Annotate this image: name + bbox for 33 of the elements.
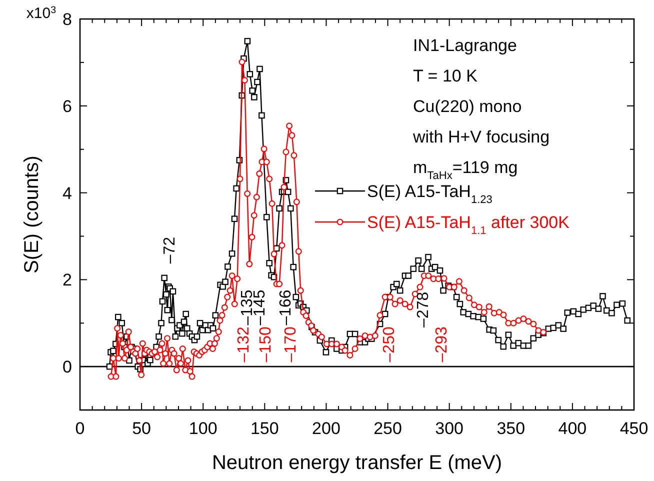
x-tick-label: 450	[620, 419, 648, 438]
y-axis-title: S(E) (counts)	[21, 156, 43, 274]
annotation: –166	[277, 290, 294, 326]
y-tick-label: 6	[62, 96, 72, 116]
x-tick-label: 350	[496, 419, 526, 438]
annotation: IN1-Lagrange	[413, 36, 517, 55]
annotation: –72	[162, 236, 179, 264]
legend-label: S(E) A15-TaH$_{1.1}$ after 300K	[367, 213, 570, 237]
annotation: with H+V focusing	[412, 128, 550, 146]
x-tick-label: 100	[188, 419, 218, 438]
x-tick-label: 250	[374, 419, 402, 438]
y-tick-label: 8	[62, 10, 72, 29]
annotation: m$_{TaHx}$=119 mg	[413, 158, 518, 182]
annotation: T = 10 K	[413, 66, 478, 86]
x-tick-label: 400	[558, 419, 587, 438]
y-tick-label: 4	[62, 184, 72, 203]
y-tick-label: 0	[62, 358, 72, 377]
x-tick-label: 50	[132, 419, 152, 438]
x-axis-title: Neutron energy transfer E (meV)	[212, 452, 502, 474]
x-tick-label: 200	[312, 419, 340, 438]
annotation: –150	[258, 326, 275, 362]
annotation: Cu(220) mono	[413, 97, 522, 116]
annotation: –278	[415, 292, 432, 328]
x-tick-label: 0	[75, 419, 85, 438]
x-tick-label: 300	[435, 419, 464, 438]
x-tick-label: 150	[250, 419, 279, 438]
text: x10$^{3}$	[26, 4, 56, 22]
annotation: –170	[282, 326, 300, 362]
annotation: –293	[434, 326, 451, 362]
legend-label: S(E) A15-TaH$_{1.23}$	[367, 182, 492, 206]
annotation: –132	[236, 326, 253, 362]
annotation: –250	[380, 326, 398, 362]
y-tick-label: 2	[62, 270, 72, 290]
